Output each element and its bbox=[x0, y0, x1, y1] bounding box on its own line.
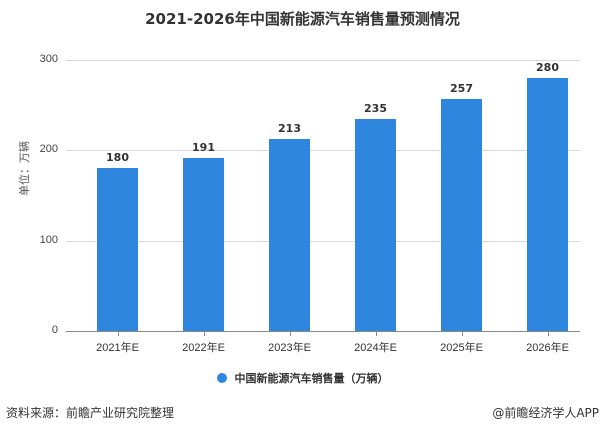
bar-value-label: 191 bbox=[192, 141, 215, 155]
x-tick bbox=[203, 331, 205, 336]
gridline bbox=[66, 150, 580, 152]
bar[interactable] bbox=[269, 138, 310, 331]
chart-title: 2021-2026年中国新能源汽车销售量预测情况 bbox=[145, 10, 460, 28]
x-tick-label: 2025年E bbox=[440, 342, 483, 354]
gridline bbox=[66, 60, 580, 61]
bar[interactable] bbox=[97, 168, 138, 331]
bar[interactable] bbox=[183, 158, 224, 331]
legend-marker-icon bbox=[216, 373, 227, 383]
bar[interactable] bbox=[527, 78, 568, 331]
bar-value-label: 280 bbox=[536, 61, 559, 75]
bar[interactable] bbox=[441, 98, 482, 331]
source-note: 资料来源：前瞻产业研究院整理 bbox=[6, 406, 175, 420]
y-tick-label: 200 bbox=[39, 143, 58, 156]
x-tick bbox=[289, 331, 291, 336]
x-tick bbox=[461, 331, 463, 336]
legend-label: 中国新能源汽车销售量（万辆） bbox=[234, 372, 389, 385]
bar-value-label: 213 bbox=[278, 121, 301, 135]
y-tick-label: 100 bbox=[39, 233, 58, 246]
x-tick-label: 2026年E bbox=[526, 342, 569, 354]
x-tick-label: 2023年E bbox=[268, 342, 311, 354]
x-tick bbox=[375, 331, 377, 336]
credit-note: @前瞻经济学人APP bbox=[492, 406, 599, 420]
gridline bbox=[66, 240, 580, 242]
x-tick-label: 2024年E bbox=[354, 342, 397, 354]
x-axis-line bbox=[66, 331, 580, 332]
x-tick bbox=[547, 331, 549, 336]
bar-value-label: 235 bbox=[364, 101, 387, 115]
x-tick-label: 2021年E bbox=[96, 342, 139, 354]
bar-value-label: 257 bbox=[450, 81, 473, 95]
x-tick-label: 2022年E bbox=[182, 342, 225, 354]
y-tick-label: 0 bbox=[51, 324, 58, 336]
bar-value-label: 180 bbox=[106, 151, 129, 165]
y-tick-label: 300 bbox=[39, 53, 58, 65]
x-tick bbox=[117, 331, 119, 336]
plot-area: 180 191 213 235 257 280 bbox=[66, 60, 580, 336]
legend[interactable]: 中国新能源汽车销售量（万辆） bbox=[0, 370, 605, 386]
bar[interactable] bbox=[355, 118, 396, 331]
